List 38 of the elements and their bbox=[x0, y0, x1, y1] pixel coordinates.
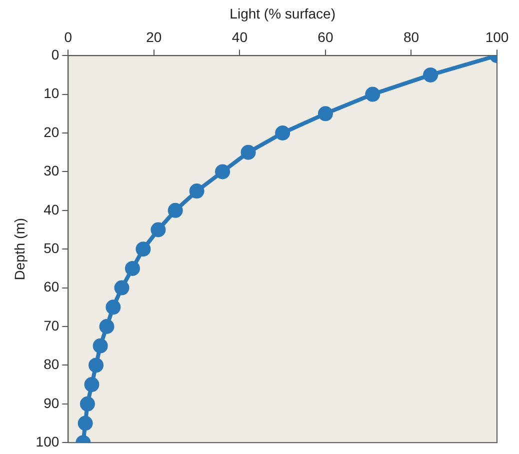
point bbox=[365, 86, 380, 102]
point bbox=[124, 260, 140, 276]
point bbox=[92, 338, 108, 354]
y-tick-label: 80 bbox=[44, 356, 60, 372]
point bbox=[80, 396, 95, 412]
y-tick-label: 90 bbox=[44, 394, 60, 411]
x-tick-label: 0 bbox=[64, 29, 72, 46]
x-tick-label: 40 bbox=[232, 29, 248, 46]
point bbox=[106, 300, 121, 315]
x-axis-title: Light (% surface) bbox=[230, 5, 336, 22]
point bbox=[136, 242, 151, 257]
y-tick-label: 100 bbox=[36, 433, 60, 450]
y-tick-label: 20 bbox=[44, 124, 60, 140]
y-tick-label: 60 bbox=[44, 278, 60, 295]
point bbox=[114, 280, 130, 296]
x-tick-label: 80 bbox=[403, 29, 420, 46]
point bbox=[423, 67, 438, 82]
point bbox=[318, 106, 333, 122]
y-axis-title: Depth (m) bbox=[11, 218, 28, 280]
y-tick-label: 0 bbox=[51, 46, 60, 62]
y-tick-label: 50 bbox=[44, 240, 60, 256]
x-tick-label: 60 bbox=[318, 29, 334, 46]
y-tick-label: 30 bbox=[44, 162, 60, 179]
point bbox=[215, 164, 230, 180]
x-tick-label: 20 bbox=[146, 29, 162, 46]
point bbox=[84, 377, 100, 392]
point bbox=[150, 222, 166, 238]
point bbox=[168, 202, 183, 218]
point bbox=[99, 319, 114, 334]
y-tick-label: 40 bbox=[44, 201, 60, 218]
y-tick-label: 70 bbox=[44, 317, 60, 334]
point bbox=[78, 416, 93, 431]
point bbox=[240, 144, 256, 160]
point bbox=[189, 184, 204, 199]
y-tick-label: 10 bbox=[44, 85, 60, 102]
x-tick-label: 100 bbox=[485, 29, 509, 46]
point bbox=[275, 126, 290, 140]
point bbox=[88, 358, 104, 373]
